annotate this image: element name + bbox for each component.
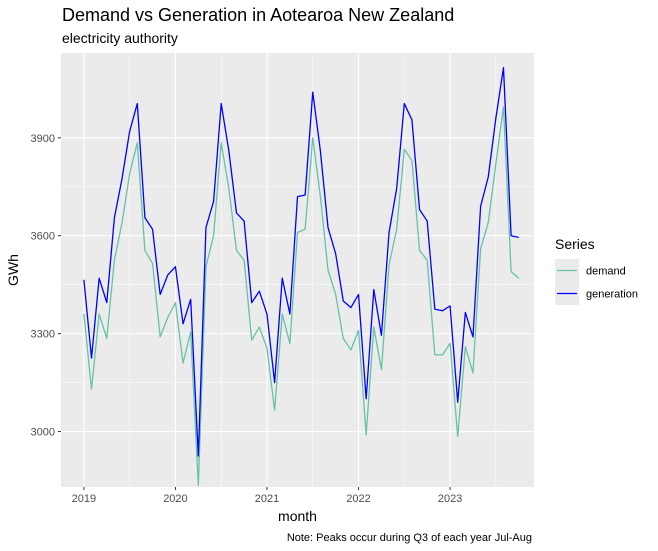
- y-tick-label: 3300: [31, 329, 55, 341]
- legend-title: Series: [555, 236, 595, 252]
- x-tick-label: 2020: [163, 493, 187, 505]
- x-tick-label: 2021: [255, 493, 279, 505]
- y-axis-title: GWh: [5, 254, 21, 286]
- x-tick-label: 2022: [346, 493, 370, 505]
- legend: Series demand generation: [555, 236, 638, 305]
- x-axis: 2019 2020 2021 2022 2023: [72, 487, 462, 505]
- chart-title: Demand vs Generation in Aotearoa New Zea…: [62, 5, 454, 25]
- legend-label-demand: demand: [586, 266, 626, 278]
- y-tick-label: 3000: [31, 427, 55, 439]
- series-line-generation: [83, 67, 519, 457]
- series-lines: [83, 67, 520, 487]
- legend-label-generation: generation: [586, 289, 638, 301]
- y-tick-label: 3900: [31, 133, 55, 145]
- x-axis-title: month: [278, 508, 317, 524]
- series-line-demand: [83, 106, 520, 487]
- chart-subtitle: electricity authority: [62, 30, 178, 46]
- plot-panel: [61, 53, 534, 487]
- chart-caption: Note: Peaks occur during Q3 of each year…: [287, 532, 532, 544]
- x-tick-label: 2019: [72, 493, 96, 505]
- y-tick-label: 3600: [31, 231, 55, 243]
- y-axis: 3000 3300 3600 3900: [31, 133, 61, 439]
- x-tick-label: 2023: [438, 493, 462, 505]
